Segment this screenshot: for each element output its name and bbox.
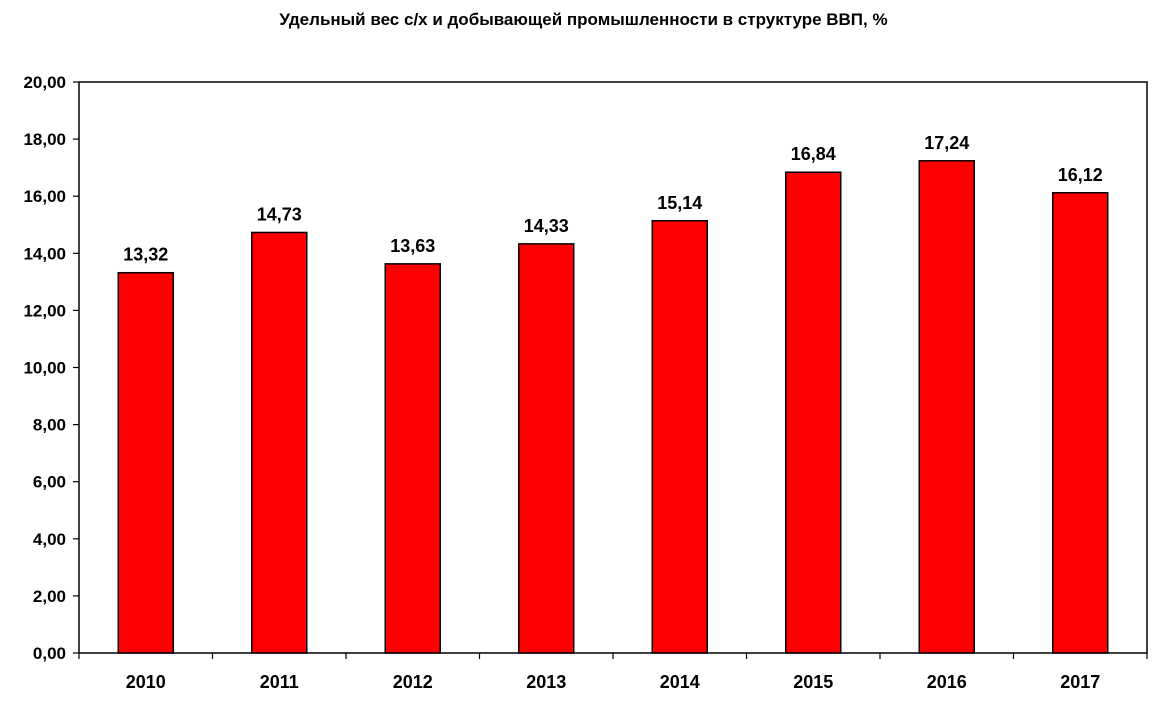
y-tick-label: 18,00: [23, 130, 66, 149]
y-tick-label: 8,00: [33, 416, 66, 435]
x-tick-label-2012: 2012: [393, 672, 433, 692]
data-label-2017: 16,12: [1058, 165, 1103, 185]
x-tick-label-2010: 2010: [126, 672, 166, 692]
bar-2016: [918, 160, 975, 654]
bar-2017: [1052, 192, 1109, 654]
x-tick-label-2013: 2013: [526, 672, 566, 692]
x-tick-label-2014: 2014: [660, 672, 700, 692]
data-label-2015: 16,84: [791, 144, 836, 164]
y-tick-label: 2,00: [33, 587, 66, 606]
x-tick-label-2017: 2017: [1060, 672, 1100, 692]
data-label-2012: 13,63: [390, 236, 435, 256]
x-tick-label-2015: 2015: [793, 672, 833, 692]
chart-title: Удельный вес с/х и добывающей промышленн…: [279, 10, 888, 29]
data-label-2013: 14,33: [524, 216, 569, 236]
x-tick-label-2016: 2016: [927, 672, 967, 692]
data-label-2016: 17,24: [924, 133, 969, 153]
y-tick-label: 6,00: [33, 473, 66, 492]
bar-2015: [785, 171, 842, 654]
x-tick-label-2011: 2011: [260, 672, 299, 692]
y-tick-label: 0,00: [33, 644, 66, 663]
data-label-2014: 15,14: [657, 193, 702, 213]
bar-2014: [651, 220, 708, 654]
plot-area: 0,00 2,00 4,00 6,00 8,00 10,00 12,00 14,00 16,00…: [23, 73, 1148, 692]
y-tick-label: 4,00: [33, 530, 66, 549]
data-label-2011: 14,73: [257, 204, 302, 224]
bar-2013: [518, 243, 575, 654]
y-tick-label: 14,00: [23, 244, 66, 263]
y-tick-label: 10,00: [23, 359, 66, 378]
y-tick-label: 16,00: [23, 187, 66, 206]
data-label-2010: 13,32: [123, 245, 168, 265]
bar-2010: [117, 271, 174, 654]
bar-2012: [384, 263, 441, 654]
y-tick-label: 12,00: [23, 301, 66, 320]
plot-border: [78, 81, 1148, 654]
y-tick-label: 20,00: [23, 73, 66, 92]
bar-2011: [251, 231, 308, 654]
